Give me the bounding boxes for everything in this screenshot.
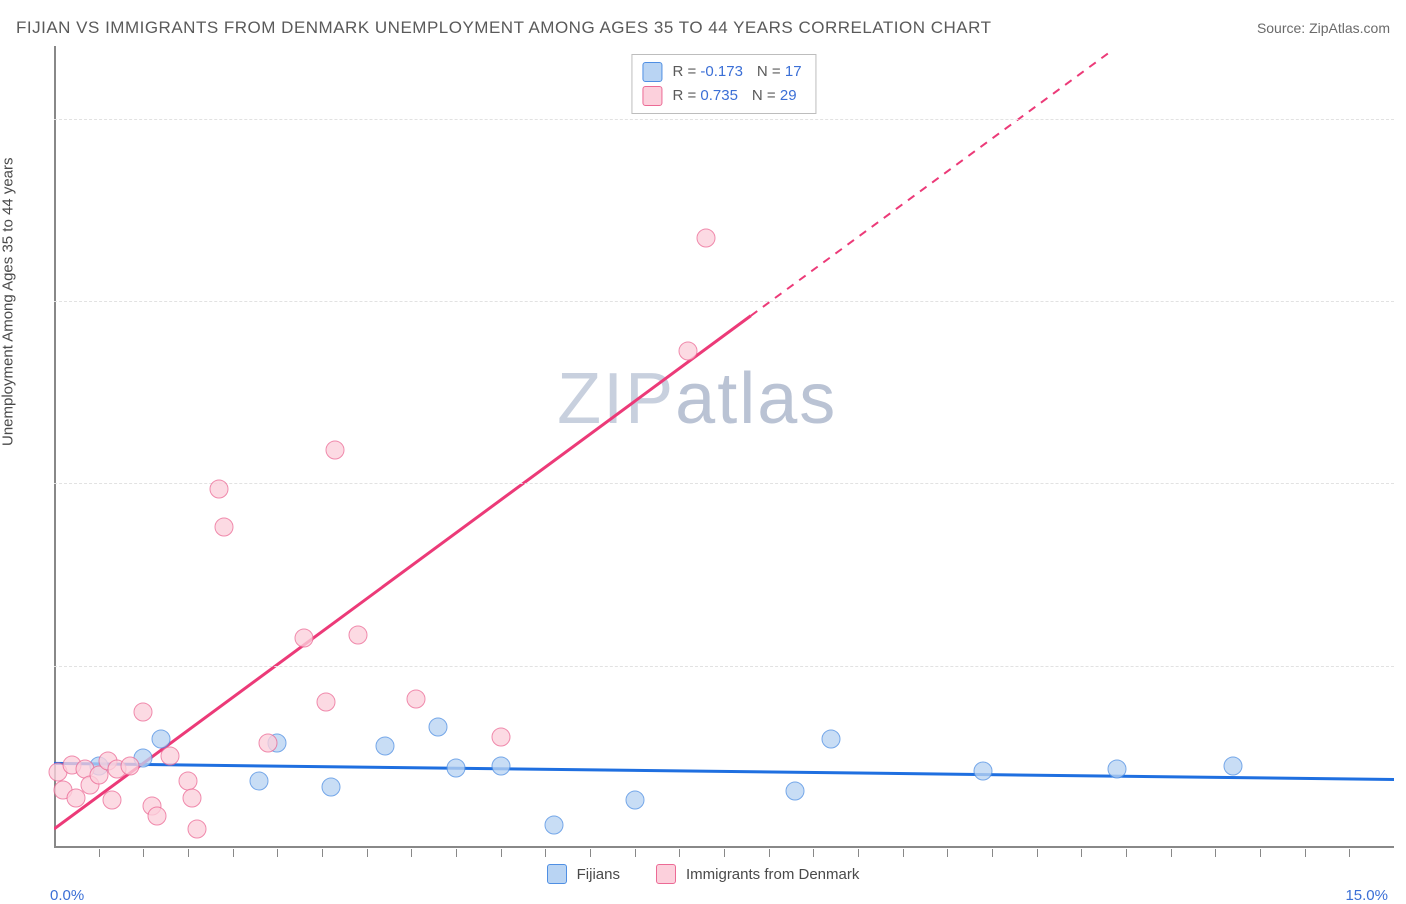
x-min-label: 0.0% (50, 887, 84, 904)
gridline (54, 483, 1394, 484)
data-point-denmark (491, 728, 510, 747)
data-point-denmark (348, 626, 367, 645)
xtick (813, 849, 814, 857)
xtick (635, 849, 636, 857)
data-point-fijians (1224, 757, 1243, 776)
legend-label: Immigrants from Denmark (686, 866, 859, 883)
xtick (545, 849, 546, 857)
data-point-denmark (210, 480, 229, 499)
xtick (769, 849, 770, 857)
source-label: Source: ZipAtlas.com (1257, 20, 1390, 36)
x-max-label: 15.0% (1345, 887, 1388, 904)
gridline (54, 119, 1394, 120)
xtick (1260, 849, 1261, 857)
xtick (903, 849, 904, 857)
x-axis-line (54, 846, 1394, 848)
ytick-label: 37.5% (1402, 293, 1406, 310)
legend-label: Fijians (577, 866, 620, 883)
xtick (590, 849, 591, 857)
swatch-denmark (642, 86, 662, 106)
trend-lines (54, 46, 1394, 848)
xtick (501, 849, 502, 857)
legend-item-denmark: Immigrants from Denmark (656, 864, 859, 884)
data-point-denmark (295, 629, 314, 648)
xtick (1037, 849, 1038, 857)
chart-title: FIJIAN VS IMMIGRANTS FROM DENMARK UNEMPL… (16, 18, 991, 38)
data-point-fijians (375, 736, 394, 755)
xtick (233, 849, 234, 857)
data-point-denmark (103, 790, 122, 809)
data-point-fijians (429, 717, 448, 736)
xtick (367, 849, 368, 857)
data-point-denmark (406, 690, 425, 709)
watermark: ZIPatlas (557, 358, 837, 440)
y-axis-line (54, 46, 56, 848)
ytick-label: 50.0% (1402, 110, 1406, 127)
chart-area: ZIPatlas R = -0.173N = 17 R = 0.735N = 2… (54, 46, 1394, 848)
xtick (858, 849, 859, 857)
data-point-denmark (179, 771, 198, 790)
data-point-denmark (120, 757, 139, 776)
y-axis-label: Unemployment Among Ages 35 to 44 years (0, 157, 17, 446)
correlation-legend: R = -0.173N = 17 R = 0.735N = 29 (631, 54, 816, 114)
xtick (947, 849, 948, 857)
data-point-denmark (187, 820, 206, 839)
data-point-fijians (250, 771, 269, 790)
data-point-denmark (161, 747, 180, 766)
xtick (1126, 849, 1127, 857)
swatch-fijians (642, 62, 662, 82)
data-point-fijians (974, 761, 993, 780)
data-point-fijians (491, 757, 510, 776)
data-point-denmark (317, 693, 336, 712)
xtick (679, 849, 680, 857)
data-point-denmark (259, 734, 278, 753)
xtick (992, 849, 993, 857)
swatch-denmark-icon (656, 864, 676, 884)
data-point-fijians (1108, 760, 1127, 779)
xtick (1171, 849, 1172, 857)
data-point-denmark (697, 229, 716, 248)
xtick (277, 849, 278, 857)
data-point-fijians (625, 790, 644, 809)
legend-row-fijians: R = -0.173N = 17 (642, 60, 801, 84)
data-point-denmark (326, 440, 345, 459)
xtick (1215, 849, 1216, 857)
xtick (724, 849, 725, 857)
data-point-fijians (786, 782, 805, 801)
legend-item-fijians: Fijians (547, 864, 620, 884)
data-point-fijians (447, 758, 466, 777)
series-legend: Fijians Immigrants from Denmark (0, 864, 1406, 884)
xtick (143, 849, 144, 857)
gridline (54, 666, 1394, 667)
data-point-denmark (679, 341, 698, 360)
xtick (99, 849, 100, 857)
xtick (1081, 849, 1082, 857)
swatch-fijians-icon (547, 864, 567, 884)
xtick (411, 849, 412, 857)
data-point-fijians (152, 729, 171, 748)
legend-row-denmark: R = 0.735N = 29 (642, 84, 801, 108)
xtick (322, 849, 323, 857)
data-point-fijians (822, 729, 841, 748)
xtick (456, 849, 457, 857)
data-point-denmark (134, 703, 153, 722)
xtick (1349, 849, 1350, 857)
ytick-label: 12.5% (1402, 657, 1406, 674)
gridline (54, 301, 1394, 302)
data-point-denmark (214, 518, 233, 537)
ytick-label: 25.0% (1402, 475, 1406, 492)
xtick (188, 849, 189, 857)
data-point-denmark (147, 806, 166, 825)
data-point-fijians (545, 815, 564, 834)
data-point-denmark (183, 789, 202, 808)
data-point-fijians (321, 777, 340, 796)
xtick (1305, 849, 1306, 857)
